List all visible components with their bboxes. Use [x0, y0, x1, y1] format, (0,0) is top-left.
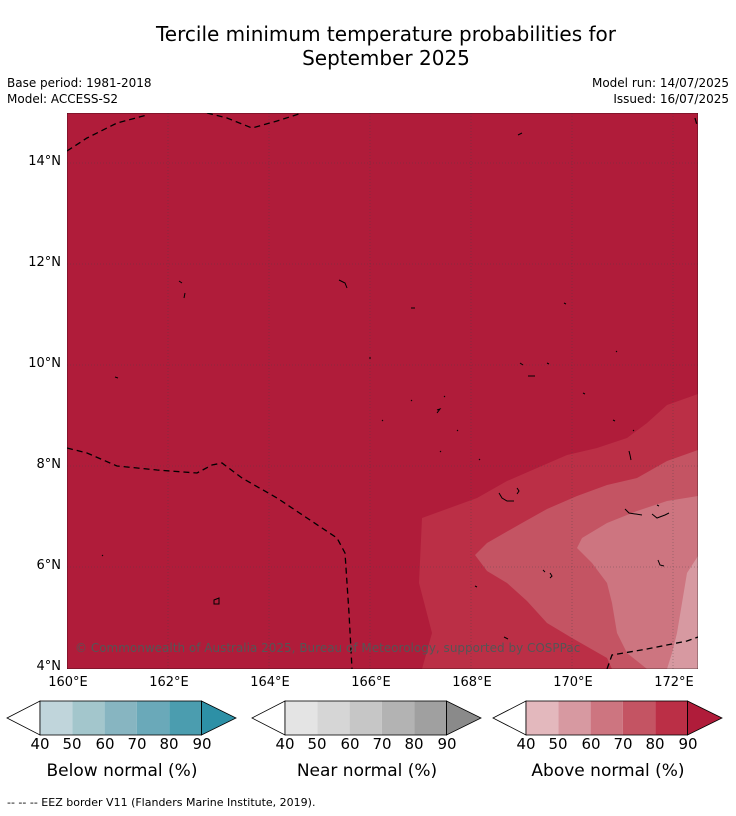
above-normal-colorbar: [492, 700, 723, 736]
legend-tick: 60: [340, 735, 360, 753]
probability-map: [67, 113, 698, 669]
legend-tick: 50: [62, 735, 82, 753]
colorbar-high-extend: [201, 700, 237, 736]
colorbar-swatch: [590, 701, 623, 735]
colorbar-swatch: [622, 701, 656, 735]
legend-title-near: Near normal (%): [296, 761, 438, 781]
legend-tick: 50: [307, 735, 327, 753]
y-tick-label: 12°N: [28, 255, 61, 270]
y-tick-label: 8°N: [36, 457, 62, 472]
colorbar-swatch: [285, 701, 318, 735]
title-line-2: September 2025: [302, 46, 470, 70]
x-tick-label: 162°E: [149, 675, 189, 690]
legend-title-below: Below normal (%): [46, 761, 198, 781]
legend-tick: 80: [159, 735, 179, 753]
colorbar-outline: [525, 700, 688, 736]
legend-tick: 90: [192, 735, 212, 753]
colorbar-swatch: [104, 701, 137, 735]
map-zone-above-50: [667, 556, 698, 669]
legend-tick: 40: [30, 735, 50, 753]
below-normal-colorbar: [6, 700, 237, 736]
y-tick-label: 6°N: [36, 558, 62, 573]
legend-tick: 40: [516, 735, 536, 753]
legend-tick: 90: [678, 735, 698, 753]
legend-tick: 60: [581, 735, 601, 753]
legend-tick: 80: [404, 735, 424, 753]
base-period: Base period: 1981-2018: [7, 76, 152, 90]
colorbar-low-extend: [492, 700, 527, 736]
model-name: Model: ACCESS-S2: [7, 92, 119, 106]
colorbar-outline: [284, 700, 447, 736]
y-tick-label: 14°N: [28, 154, 61, 169]
legend-tick: 50: [548, 735, 568, 753]
eez-border: [67, 113, 698, 669]
colorbar-swatch: [169, 701, 202, 735]
colorbar-swatch: [526, 701, 559, 735]
meta-left: Base period: 1981-2018 Model: ACCESS-S2: [7, 75, 152, 107]
x-tick-label: 172°E: [654, 675, 694, 690]
colorbar-high-extend: [446, 700, 482, 736]
title-line-1: Tercile minimum temperature probabilitie…: [155, 22, 617, 46]
islands: [101, 132, 670, 640]
near-normal-colorbar: [251, 700, 482, 736]
eez-footnote: -- -- -- EEZ border V11 (Flanders Marine…: [7, 796, 316, 809]
x-tick-label: 170°E: [553, 675, 593, 690]
legend-tick: 70: [372, 735, 392, 753]
map-title: Tercile minimum temperature probabilitie…: [0, 22, 736, 70]
meta-right: Model run: 14/07/2025 Issued: 16/07/2025: [592, 75, 729, 107]
colorbar-low-extend: [251, 700, 286, 736]
legend-tick: 70: [613, 735, 633, 753]
colorbar-swatch: [40, 701, 73, 735]
copyright-notice: © Commonwealth of Australia 2025, Bureau…: [75, 641, 581, 655]
y-tick-label: 4°N: [36, 659, 62, 674]
issued-date: Issued: 16/07/2025: [613, 92, 729, 106]
colorbar-swatch: [349, 701, 382, 735]
colorbar-outline: [39, 700, 202, 736]
colorbar-high-extend: [687, 700, 723, 736]
legend-tick: 40: [275, 735, 295, 753]
x-tick-label: 166°E: [351, 675, 391, 690]
x-tick-label: 160°E: [48, 675, 88, 690]
legend-tick: 80: [645, 735, 665, 753]
colorbar-swatch: [72, 701, 105, 735]
x-tick-label: 168°E: [452, 675, 492, 690]
colorbar-low-extend: [6, 700, 41, 736]
graticule: [67, 113, 698, 669]
map-zone-above-60: [577, 496, 698, 669]
legend-tick: 90: [437, 735, 457, 753]
colorbar-swatch: [136, 701, 170, 735]
colorbar-swatch: [558, 701, 591, 735]
y-tick-label: 10°N: [28, 356, 61, 371]
colorbar-swatch: [414, 701, 447, 735]
colorbar-swatch: [317, 701, 350, 735]
legend-title-above: Above normal (%): [531, 761, 685, 781]
model-run: Model run: 14/07/2025: [591, 76, 729, 90]
x-tick-label: 164°E: [250, 675, 290, 690]
colorbar-swatch: [655, 701, 688, 735]
colorbar-swatch: [381, 701, 415, 735]
legend-tick: 60: [95, 735, 115, 753]
legend-tick: 70: [127, 735, 147, 753]
